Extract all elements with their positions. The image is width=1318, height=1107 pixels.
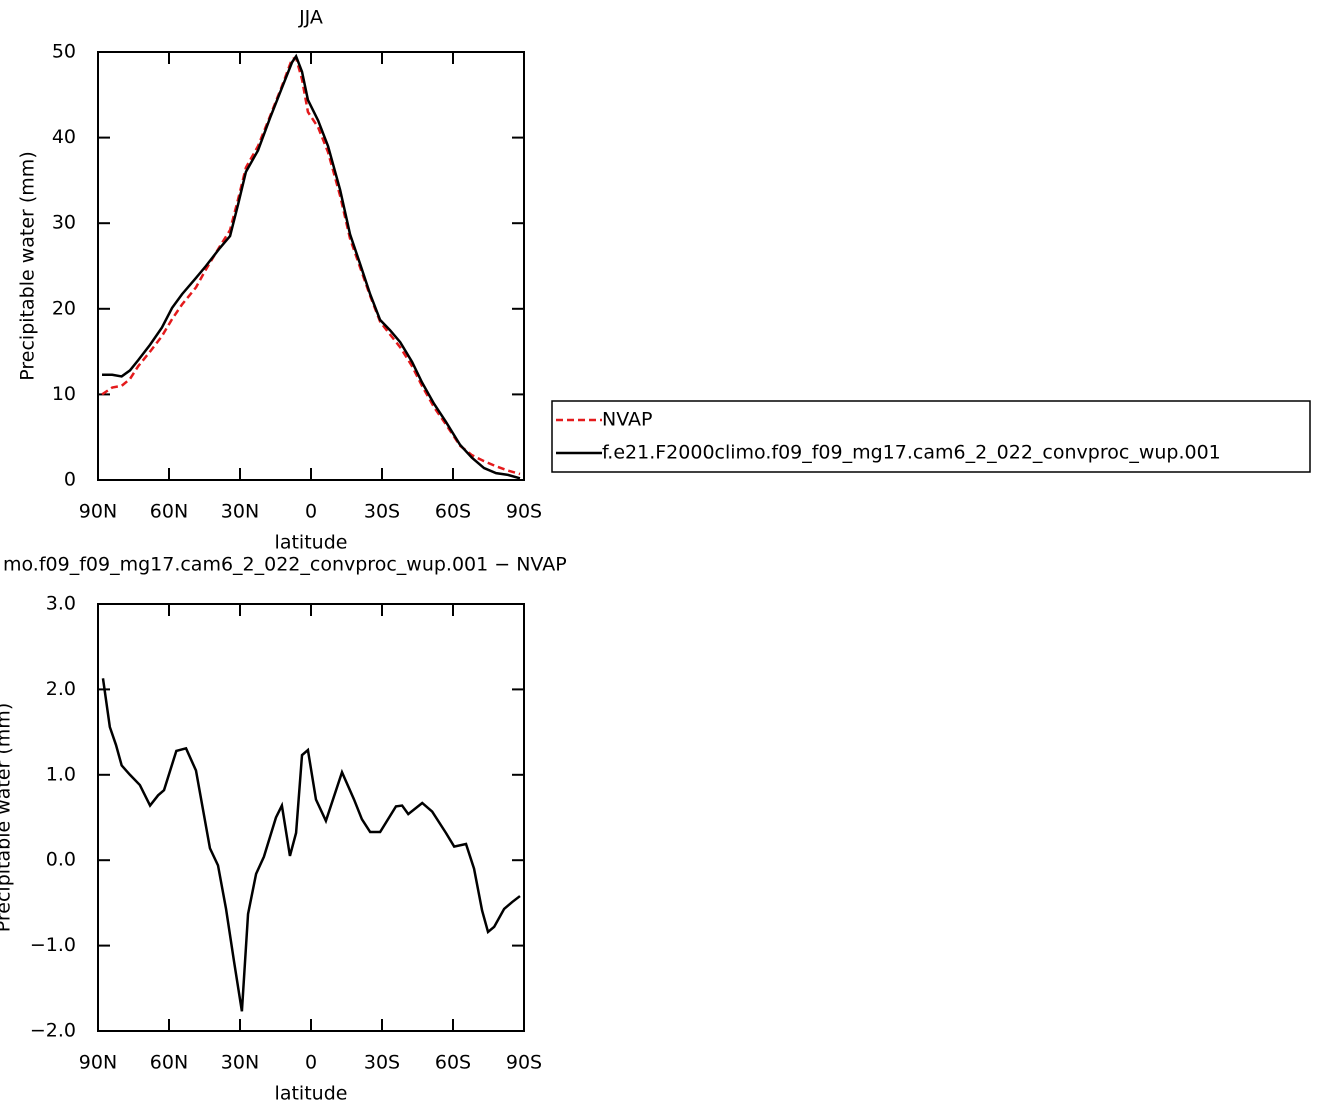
plot-frame [97,51,525,481]
x-tick-label: 30S [364,501,400,523]
x-tick-label: 90N [79,501,117,523]
x-tick-label: 60N [150,501,188,523]
legend-label: f.e21.F2000climo.f09_f09_mg17.cam6_2_022… [602,442,1221,464]
series-line [102,53,521,480]
y-tick-label: 50 [52,41,76,63]
series-line [101,678,521,1012]
y-tick-label: 40 [52,126,76,148]
x-tick-label: 30N [221,1052,259,1074]
x-axis-label: latitude [275,532,348,554]
y-tick-label: 0 [64,469,76,491]
x-tick-label: 30S [364,1052,400,1074]
x-tick-label: 30N [221,501,259,523]
y-tick-label: 10 [52,383,76,405]
x-tick-label: 60N [150,1052,188,1074]
y-tick-label: −2.0 [30,1020,76,1042]
x-tick-label: 60S [435,1052,471,1074]
y-tick-label: 20 [52,297,76,319]
x-tick-label: 90N [79,1052,117,1074]
y-tick-label: 2.0 [46,678,76,700]
series-line [101,56,521,476]
y-axis-label: Precipitable water (mm) [17,151,39,380]
y-tick-label: −1.0 [30,934,76,956]
y-tick-label: 1.0 [46,763,76,785]
legend-box [551,400,1311,473]
legend-label: NVAP [602,409,652,431]
y-tick-label: 0.0 [46,849,76,871]
y-axis-label: Precipitable water (mm) [0,703,15,932]
plot-frame [97,603,525,1032]
y-tick-label: 30 [52,212,76,234]
chart-title: mo.f09_f09_mg17.cam6_2_022_convproc_wup.… [3,554,567,576]
chart-title: JJA [298,7,323,29]
y-tick-label: 3.0 [46,593,76,615]
x-axis-label: latitude [275,1083,348,1105]
x-tick-label: 90S [506,501,542,523]
x-tick-label: 0 [305,501,317,523]
x-tick-label: 90S [506,1052,542,1074]
x-tick-label: 60S [435,501,471,523]
x-tick-label: 0 [305,1052,317,1074]
